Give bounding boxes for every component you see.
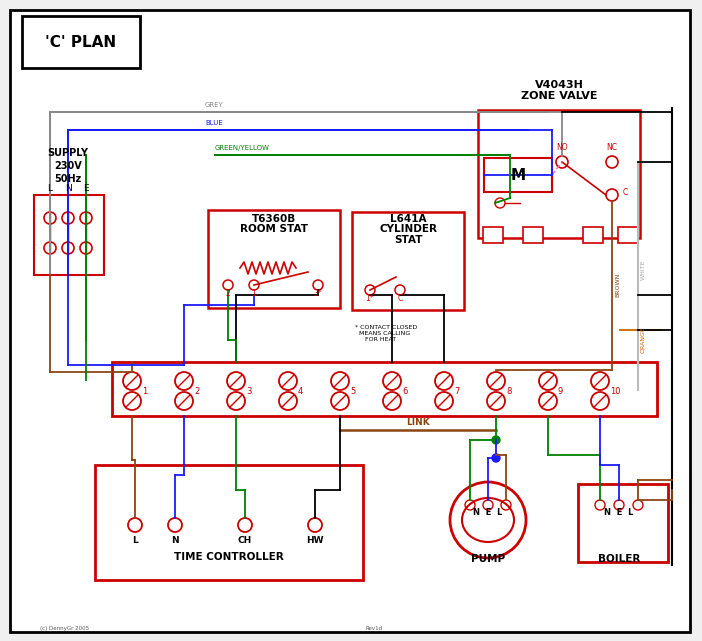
Text: 'C' PLAN: 'C' PLAN — [46, 35, 117, 49]
Text: 2: 2 — [225, 289, 230, 298]
Text: ROOM STAT: ROOM STAT — [240, 224, 308, 234]
Text: NO: NO — [556, 143, 568, 152]
Text: N  E  L: N E L — [473, 508, 503, 517]
Text: GREEN/YELLOW: GREEN/YELLOW — [215, 145, 270, 151]
FancyBboxPatch shape — [34, 195, 104, 275]
Text: GREY: GREY — [205, 102, 224, 108]
Text: N: N — [171, 536, 179, 545]
Text: ORANGE: ORANGE — [641, 327, 646, 353]
FancyBboxPatch shape — [352, 212, 464, 310]
Text: C: C — [397, 294, 403, 303]
FancyBboxPatch shape — [112, 362, 657, 416]
Text: V4043H: V4043H — [534, 80, 583, 90]
FancyBboxPatch shape — [618, 227, 638, 243]
Text: ZONE VALVE: ZONE VALVE — [521, 91, 597, 101]
Text: 10: 10 — [610, 387, 621, 395]
FancyBboxPatch shape — [10, 10, 690, 632]
Text: M: M — [510, 167, 526, 183]
Text: 4: 4 — [298, 387, 303, 395]
Text: C: C — [623, 188, 628, 197]
FancyBboxPatch shape — [478, 110, 640, 238]
FancyBboxPatch shape — [208, 210, 340, 308]
Text: Rev1d: Rev1d — [365, 626, 382, 631]
Text: HW: HW — [306, 536, 324, 545]
Text: L: L — [132, 536, 138, 545]
Text: STAT: STAT — [394, 235, 422, 245]
Text: CH: CH — [238, 536, 252, 545]
FancyBboxPatch shape — [578, 484, 668, 562]
Text: WHITE: WHITE — [641, 260, 646, 280]
Text: 8: 8 — [506, 387, 511, 395]
Text: 6: 6 — [402, 387, 407, 395]
Circle shape — [492, 436, 500, 444]
Text: BOILER: BOILER — [598, 554, 640, 564]
FancyBboxPatch shape — [95, 465, 363, 580]
Text: NC: NC — [607, 143, 618, 152]
Text: 1: 1 — [142, 387, 147, 395]
Text: SUPPLY
230V
50Hz: SUPPLY 230V 50Hz — [48, 148, 88, 185]
Text: BLUE: BLUE — [205, 120, 223, 126]
Text: 2: 2 — [194, 387, 199, 395]
FancyBboxPatch shape — [483, 227, 503, 243]
Text: (c) DennyGr 2005: (c) DennyGr 2005 — [40, 626, 89, 631]
Circle shape — [492, 454, 500, 462]
Text: 1: 1 — [251, 289, 256, 298]
Text: * CONTACT CLOSED
  MEANS CALLING
     FOR HEAT: * CONTACT CLOSED MEANS CALLING FOR HEAT — [355, 325, 417, 342]
Text: L641A: L641A — [390, 214, 426, 224]
FancyBboxPatch shape — [583, 227, 603, 243]
Text: PUMP: PUMP — [471, 554, 505, 564]
Text: T6360B: T6360B — [252, 214, 296, 224]
Text: 7: 7 — [454, 387, 459, 395]
Text: 9: 9 — [558, 387, 563, 395]
Text: BROWN: BROWN — [615, 273, 620, 297]
Text: LINK: LINK — [406, 418, 430, 427]
Text: E: E — [84, 183, 89, 192]
Text: N: N — [65, 183, 72, 192]
FancyBboxPatch shape — [523, 227, 543, 243]
FancyBboxPatch shape — [484, 158, 552, 192]
Text: L: L — [48, 183, 53, 192]
Text: 5: 5 — [350, 387, 355, 395]
Text: N  E  L: N E L — [604, 508, 634, 517]
Text: 3: 3 — [246, 387, 251, 395]
FancyBboxPatch shape — [22, 16, 140, 68]
Text: 3*: 3* — [314, 289, 322, 298]
Text: 1*: 1* — [366, 294, 374, 303]
Text: CYLINDER: CYLINDER — [379, 224, 437, 234]
Text: TIME CONTROLLER: TIME CONTROLLER — [174, 552, 284, 562]
